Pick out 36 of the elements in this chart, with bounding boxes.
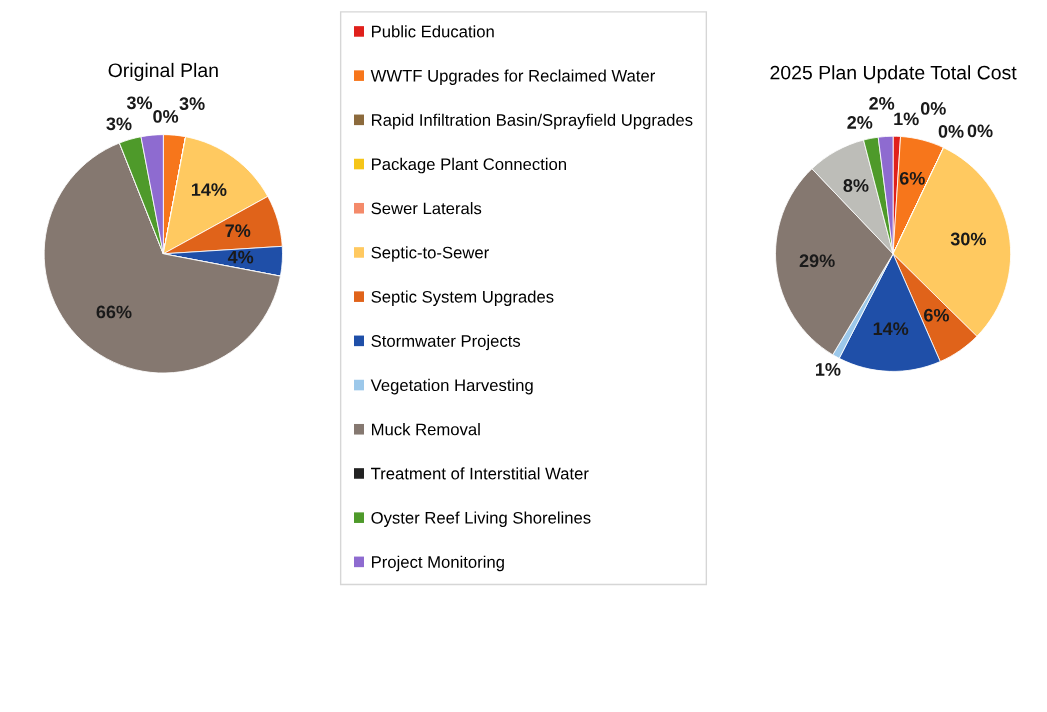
data-label: 1% (894, 112, 919, 126)
text: 0% (967, 124, 993, 138)
text: Original Plan (108, 62, 218, 81)
data-label: 29% (799, 254, 835, 268)
legend-label: Muck Removal (372, 423, 480, 436)
data-label: 3% (179, 97, 205, 111)
chart-title: 2025 Plan Update Total Cost (770, 65, 1017, 84)
data-label: 66% (96, 305, 132, 319)
data-label: 7% (225, 224, 251, 238)
legend-label: Septic System Upgrades (371, 290, 554, 306)
data-label: 2% (847, 116, 873, 129)
text: 0% (920, 102, 946, 115)
legend-label: Project Monitoring (372, 555, 504, 572)
data-label: 4% (227, 250, 254, 264)
legend-label: Public Education (372, 25, 494, 38)
legend-label: Stormwater Projects (371, 334, 521, 351)
legend-label: Package Plant Connection (372, 157, 566, 174)
legend-label: Treatment of Interstitial Water (371, 467, 589, 480)
data-label: 30% (950, 232, 986, 246)
legend-label: Oyster Reef Living Shorelines (371, 511, 591, 527)
data-label: 2% (869, 97, 895, 110)
text: 0% (938, 125, 964, 138)
data-label: 3% (106, 117, 132, 131)
data-label: 14% (873, 322, 909, 336)
legend-label: WWTF Upgrades for Reclaimed Water (370, 69, 655, 85)
legend-label: Rapid Infiltration Basin/Sprayfield Upgrades (372, 113, 693, 130)
data-label: 1% (816, 363, 841, 376)
text: 0% (153, 110, 179, 123)
data-label: 3% (126, 96, 153, 110)
legend-label: Sewer Laterals (371, 202, 482, 215)
data-label: 8% (843, 179, 869, 192)
legend-label: Vegetation Harvesting (370, 378, 533, 395)
data-label: 14% (191, 183, 227, 196)
data-label: 6% (924, 308, 949, 322)
data-label: 6% (899, 171, 925, 185)
legend-label: Septic-to-Sewer (371, 246, 489, 262)
